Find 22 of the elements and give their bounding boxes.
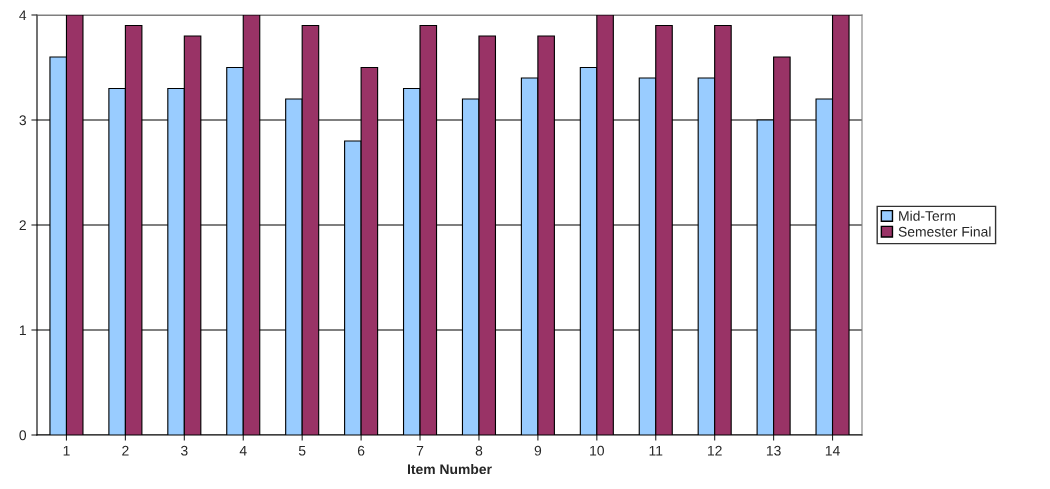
- x-tick-label: 5: [298, 445, 306, 456]
- x-tick-label: 2: [122, 445, 129, 456]
- y-tick-label: 2: [19, 220, 26, 231]
- x-tick-label: 4: [239, 445, 247, 456]
- x-tick-label: 1: [63, 445, 70, 456]
- x-tick-label: 13: [766, 445, 781, 456]
- y-tick-label: 3: [19, 115, 26, 126]
- x-tick-label: 3: [180, 445, 188, 456]
- x-tick-label: 14: [825, 445, 840, 456]
- y-tick-label: 4: [19, 10, 27, 21]
- x-tick-label: 8: [475, 445, 483, 456]
- y-tick-label: 1: [19, 325, 26, 336]
- legend-label: Semester Final: [898, 226, 991, 237]
- x-tick-label: 10: [590, 445, 604, 456]
- x-tick-label: 12: [708, 445, 722, 456]
- x-axis-title: Item Number: [407, 463, 492, 475]
- y-tick-label: 0: [19, 430, 27, 441]
- x-tick-label: 11: [649, 445, 663, 456]
- legend-label: Mid-Term: [899, 210, 955, 221]
- x-tick-label: 7: [416, 445, 424, 456]
- x-tick-label: 6: [357, 445, 365, 456]
- x-tick-label: 9: [534, 445, 542, 456]
